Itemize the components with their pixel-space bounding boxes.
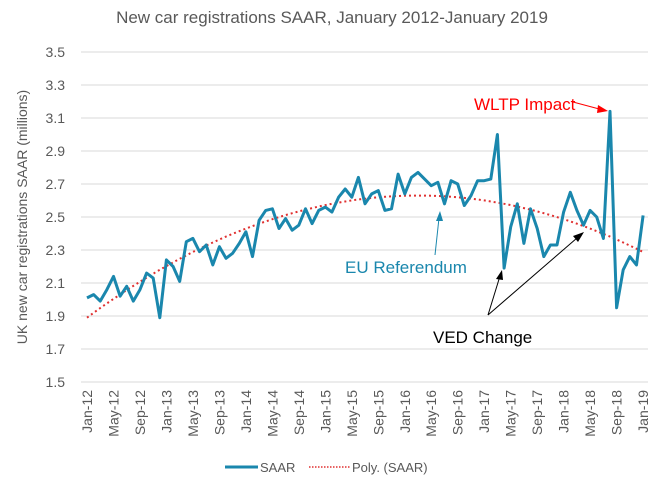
x-tick-label: Jan-17: [476, 390, 492, 433]
x-tick-label: May-14: [264, 390, 280, 437]
x-tick-label: Jan-19: [635, 390, 651, 433]
annotation-ved-arrow-1: [487, 275, 501, 316]
x-tick-label: Sep-16: [450, 390, 466, 435]
y-tick-label: 1.5: [46, 374, 66, 390]
x-tick-label: May-12: [105, 390, 121, 437]
y-tick-label: 3.3: [46, 77, 66, 93]
annotation-ved: VED Change: [433, 232, 584, 347]
y-tick-label: 2.7: [46, 176, 66, 192]
annotation-eu-arrow: [434, 217, 440, 256]
series-line-saar: [86, 109, 645, 320]
y-tick-label: 3.1: [46, 110, 66, 126]
x-tick-label: Jan-14: [238, 390, 254, 433]
y-tick-labels: 1.5 1.7 1.9 2.1 2.3 2.5 2.7 2.9 3.1 3.3 3.5: [46, 44, 66, 390]
legend: SAAR Poly. (SAAR): [225, 460, 428, 475]
x-tick-label: Sep-17: [529, 390, 545, 435]
y-axis-label: UK new car registrations SAAR (millions): [14, 90, 30, 344]
x-tick-label: Jan-15: [317, 390, 333, 433]
annotation-ved-arrow-2: [487, 237, 578, 316]
x-tick-label: Sep-14: [291, 390, 307, 435]
x-tick-label: Sep-18: [609, 390, 625, 435]
x-tick-label: May-18: [582, 390, 598, 437]
annotation-eu: EU Referendum: [345, 211, 467, 277]
annotation-ved-arrowhead-1: [496, 270, 503, 280]
gridlines: [81, 51, 648, 383]
x-tick-label: Sep-15: [370, 390, 386, 435]
x-tick-label: May-17: [503, 390, 519, 437]
trendline-layer: [86, 194, 644, 319]
annotation-eu-arrowhead: [436, 211, 443, 221]
x-tick-label: Jan-13: [158, 390, 174, 433]
annotation-ved-arrowhead-2: [573, 232, 584, 242]
x-tick-label: Sep-12: [132, 390, 148, 435]
y-tick-label: 2.9: [46, 143, 66, 159]
annotation-eu-text: EU Referendum: [345, 258, 467, 277]
annotation-wltp: WLTP Impact: [474, 95, 608, 114]
y-tick-label: 2.5: [46, 209, 66, 225]
annotation-wltp-arrowhead: [597, 105, 608, 113]
legend-label-saar: SAAR: [260, 460, 295, 475]
x-tick-label: May-16: [423, 390, 439, 437]
series-layer: [86, 109, 645, 320]
y-tick-label: 3.5: [46, 44, 66, 60]
annotation-wltp-text: WLTP Impact: [474, 95, 576, 114]
y-tick-label: 2.3: [46, 242, 66, 258]
annotation-ved-text: VED Change: [433, 328, 532, 347]
x-tick-label: May-13: [185, 390, 201, 437]
trendline-poly-saar: [86, 194, 644, 319]
x-tick-label: Sep-13: [211, 390, 227, 435]
legend-label-poly: Poly. (SAAR): [352, 460, 428, 475]
y-tick-label: 2.1: [46, 275, 66, 291]
x-tick-labels: Jan-12 May-12 Sep-12 Jan-13 May-13 Sep-13 Jan-…: [79, 390, 651, 437]
x-tick-label: May-15: [344, 390, 360, 437]
chart-title: New car registrations SAAR, January 2012…: [116, 8, 548, 27]
y-tick-label: 1.9: [46, 308, 66, 324]
y-tick-label: 1.7: [46, 341, 66, 357]
x-tick-label: Jan-12: [79, 390, 95, 433]
x-tick-label: Jan-16: [397, 390, 413, 433]
x-tick-label: Jan-18: [556, 390, 572, 433]
